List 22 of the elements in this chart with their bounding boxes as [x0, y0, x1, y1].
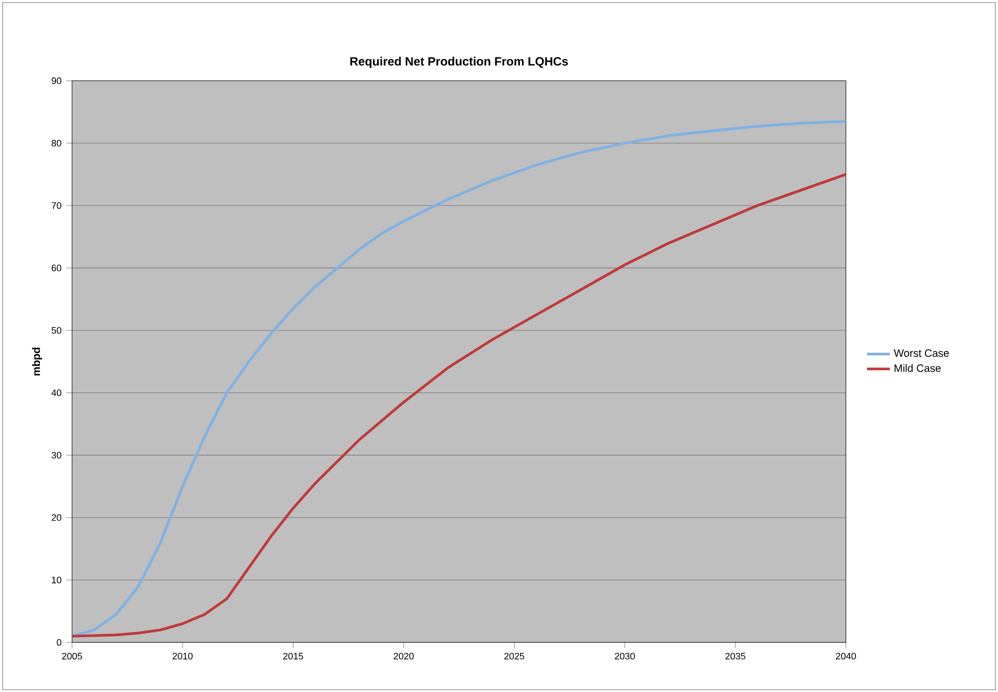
y-tick-label: 40	[51, 389, 62, 396]
x-tick-label: 2020	[394, 652, 414, 660]
y-tick-label: 10	[52, 576, 62, 584]
x-tick-label: 2010	[172, 652, 193, 660]
x-tick-label: 2015	[283, 652, 304, 660]
x-tick-label: 2030	[614, 652, 635, 660]
chart-title: Required Net Production From LQHCs	[350, 56, 568, 68]
x-tick-label: 2040	[836, 652, 856, 660]
legend-label: Worst Case	[894, 349, 949, 357]
x-tick-label: 2035	[725, 652, 746, 660]
y-tick-label: 30	[52, 452, 62, 458]
x-tick-label: 2005	[62, 652, 82, 660]
y-axis-title: mbpd	[32, 348, 42, 376]
y-tick-label: 80	[52, 140, 62, 146]
y-tick-label: 70	[52, 202, 62, 209]
x-tick-label: 2025	[504, 652, 524, 660]
y-tick-label: 50	[52, 326, 62, 334]
y-tick-label: 20	[52, 514, 62, 521]
y-tick-label: 90	[52, 77, 62, 84]
y-tick-label: 60	[52, 264, 62, 272]
legend-label: Mild Case	[894, 364, 941, 372]
y-tick-label: 0	[56, 638, 62, 646]
